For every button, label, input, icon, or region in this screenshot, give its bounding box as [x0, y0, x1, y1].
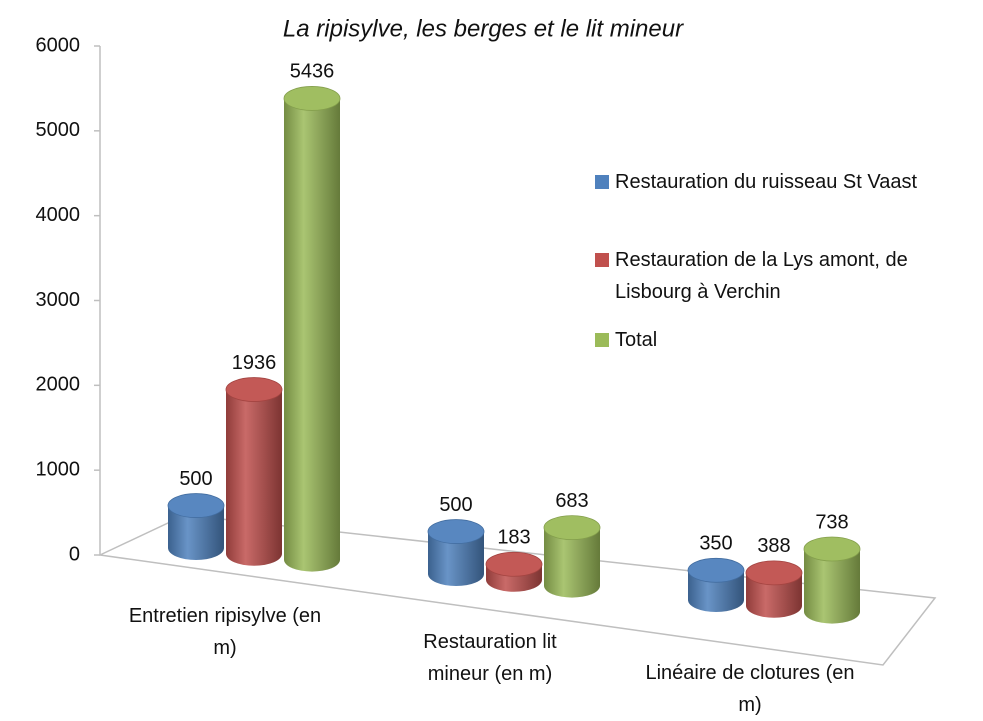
y-tick-label: 2000 [36, 374, 81, 396]
y-tick-label: 4000 [36, 204, 81, 226]
legend-label: Restauration de la Lys amont, de Lisbour… [615, 249, 908, 303]
floor [97, 514, 937, 666]
y-tick-label: 0 [69, 543, 80, 565]
cylinder-top [485, 551, 543, 577]
value-label: 683 [555, 490, 588, 512]
x-tick-label: Entretien ripisylve (en m) [128, 605, 322, 659]
cylinder [746, 572, 803, 618]
y-tick-label: 3000 [36, 289, 81, 311]
value-label: 350 [699, 533, 732, 555]
legend-swatch [595, 175, 609, 189]
cylinder-top [745, 560, 803, 586]
legend-entry: Total [595, 324, 955, 356]
legend-label: Restauration du ruisseau St Vaast [615, 171, 918, 193]
cylinder-top [427, 519, 485, 544]
cylinder-top [543, 515, 601, 541]
legend-entry: Restauration du ruisseau St Vaast [595, 166, 955, 198]
x-tick-label: Linéaire de clotures (en m) [645, 662, 855, 716]
legend-swatch [595, 333, 609, 347]
cylinder-top [167, 493, 225, 518]
value-label: 1936 [232, 352, 277, 374]
cylinder-top [225, 377, 283, 402]
y-tick-label: 1000 [36, 458, 81, 480]
legend-swatch [595, 253, 609, 267]
value-label: 183 [497, 527, 530, 549]
cylinder [168, 505, 224, 560]
cylinder [544, 527, 600, 598]
value-label: 5436 [290, 61, 335, 83]
cylinder [804, 548, 860, 624]
y-tick-label: 6000 [36, 34, 81, 56]
chart-title: La ripisylve, les berges et le lit mineu… [283, 15, 684, 42]
cylinder-top [687, 557, 745, 583]
value-label: 500 [439, 494, 472, 516]
value-label: 500 [179, 468, 212, 490]
cylinder [284, 98, 340, 572]
value-label: 738 [815, 511, 848, 533]
cylinder [428, 531, 484, 586]
x-tick-label: Restauration lit mineur (en m) [423, 631, 557, 685]
cylinder [226, 389, 282, 566]
cylinder-top [803, 536, 861, 562]
y-tick-label: 5000 [36, 119, 81, 141]
legend-entry: Restauration de la Lys amont, de Lisbour… [595, 244, 955, 308]
legend-label: Total [615, 329, 658, 351]
cylinder-top [283, 86, 341, 111]
value-label: 388 [757, 535, 790, 557]
